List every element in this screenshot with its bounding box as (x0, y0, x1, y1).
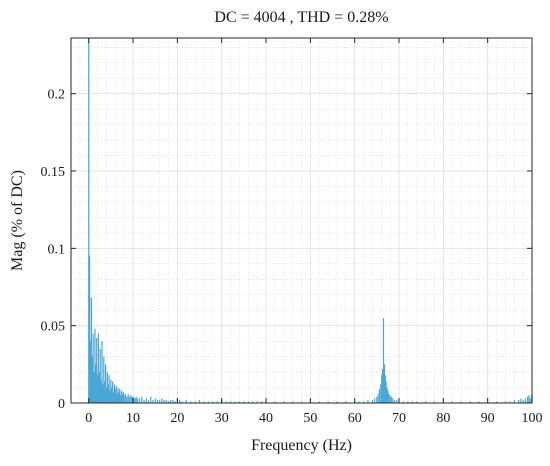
x-tick-label: 100 (522, 411, 543, 426)
y-tick-labels: 0 0.05 0.1 0.15 0.2 (41, 88, 66, 412)
y-tick-label: 0.2 (48, 88, 66, 103)
x-tick-label: 60 (348, 411, 362, 426)
x-tick-label: 80 (436, 411, 450, 426)
spectrum-bars (88, 38, 533, 403)
x-tick-label: 30 (215, 411, 229, 426)
x-tick-label: 20 (170, 411, 184, 426)
chart-title: DC = 4004 , THD = 0.28% (214, 9, 388, 26)
y-tick-label: 0.15 (41, 165, 66, 180)
x-tick-labels: 0 10 20 30 40 50 60 70 80 90 100 (85, 411, 542, 426)
y-tick-label: 0 (58, 397, 65, 412)
x-tick-label: 70 (392, 411, 406, 426)
axis-ticks (71, 38, 533, 404)
x-tick-label: 10 (126, 411, 140, 426)
x-tick-label: 90 (481, 411, 495, 426)
y-tick-label: 0.05 (41, 320, 66, 335)
minor-grid (70, 38, 532, 403)
x-tick-label: 50 (303, 411, 317, 426)
y-axis-label: Mag (% of DC) (9, 170, 26, 271)
x-tick-label: 40 (259, 411, 273, 426)
y-tick-label: 0.1 (48, 242, 66, 257)
x-tick-label: 0 (85, 411, 92, 426)
plot-frame (70, 37, 533, 404)
major-grid (71, 38, 533, 403)
x-axis-label: Frequency (Hz) (251, 437, 352, 454)
